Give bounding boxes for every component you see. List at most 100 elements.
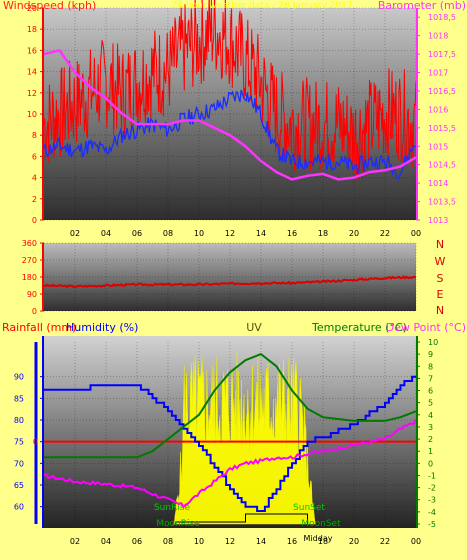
dewpoint-line [43,418,417,509]
bottom-x-tick-label: 06 [132,537,142,546]
wind-direction-line [43,275,417,289]
direction-tick-label: 270 [22,256,37,265]
windspeed-average-line [43,89,417,181]
windspeed-tick-label: 14 [27,68,37,77]
temperature-tick-label: -1 [428,471,436,480]
windspeed-x-tick-label: 02 [70,229,80,238]
compass-n-top: N [436,238,444,251]
chart-marks [43,0,417,525]
direction-tick-label: 0 [32,307,37,316]
windspeed-axis-label: Windspeed (kph) [3,0,96,12]
barometer-tick-label: 1018,5 [428,13,456,22]
windspeed-x-tick-label: 04 [101,229,111,238]
temperature-tick-label: -2 [428,484,436,493]
bottom-x-tick-label: 22 [380,537,390,546]
windspeed-x-tick-label: 00 [411,229,421,238]
rainfall-zero-label: 0 [33,438,38,447]
chart-title: 24 hour weather data - 28 January 2017 [172,1,353,11]
barometer-axis-label: Barometer (mb) [378,0,466,12]
barometer-line [43,49,417,181]
barometer-tick-label: 1015,5 [428,124,456,133]
direction-tick-label: 180 [22,273,37,282]
bottom-x-tick-label: 04 [101,537,111,546]
windspeed-x-tick-label: 10 [194,229,204,238]
barometer-tick-label: 1018 [428,32,448,41]
humidity-tick-label: 60 [14,503,24,512]
humidity-axis-label: Humidity (%) [66,321,138,334]
temperature-tick-label: -3 [428,496,436,505]
humidity-tick-label: 65 [14,481,24,490]
temperature-tick-label: 4 [428,411,433,420]
bottom-x-tick-label: 20 [349,537,359,546]
axes: 0246810121416182010131013,510141014,5101… [14,4,456,546]
wind-direction-plot-area [44,243,416,311]
windspeed-x-tick-label: 06 [132,229,142,238]
compass-n-bottom: N [436,304,444,317]
temperature-line [44,353,417,459]
humidity-tick-label: 85 [14,394,24,403]
bottom-x-tick-label: 14 [256,537,266,546]
moon-phase-outline [175,513,308,524]
bottom-x-tick-label: 00 [411,537,421,546]
windspeed-tick-label: 18 [27,25,37,34]
humidity-tick-label: 90 [14,373,24,382]
temperature-tick-label: 3 [428,423,433,432]
barometer-tick-label: 1014,5 [428,161,456,170]
temperature-tick-label: 10 [428,338,438,347]
humidity-tick-label: 80 [14,416,24,425]
windspeed-tick-label: 12 [27,89,37,98]
barometer-tick-label: 1013 [428,216,448,225]
bottom-x-tick-label: 10 [194,537,204,546]
bottom-x-tick-label: 16 [287,537,297,546]
temperature-tick-label: 0 [428,459,433,468]
windspeed-x-tick-label: 16 [287,229,297,238]
sunrise-label: SunRise [154,503,191,513]
compass-w: W [435,255,446,268]
windspeed-tick-label: 16 [27,46,37,55]
windspeed-tick-label: 10 [27,110,37,119]
compass-s: S [437,272,444,285]
direction-tick-label: 90 [27,290,37,299]
windspeed-tick-label: 0 [32,216,37,225]
temperature-tick-label: -4 [428,508,436,517]
temperature-tick-label: 2 [428,435,433,444]
temperature-tick-label: 5 [428,399,433,408]
windspeed-x-tick-label: 22 [380,229,390,238]
windspeed-gust-line [43,0,417,180]
bottom-x-tick-label: 08 [163,537,173,546]
compass-e: E [437,288,444,301]
windspeed-tick-label: 8 [32,131,37,140]
windspeed-x-tick-label: 14 [256,229,266,238]
windspeed-tick-label: 6 [32,152,37,161]
midday-label: Midday [304,534,333,543]
barometer-tick-label: 1017,5 [428,50,456,59]
temperature-tick-label: 9 [428,350,433,359]
barometer-tick-label: 1017 [428,69,448,78]
windspeed-x-tick-label: 08 [163,229,173,238]
rainfall-axis-label: Rainfall (mm) [2,321,76,334]
windspeed-x-tick-label: 12 [225,229,235,238]
temperature-axis-label: Temperature (°C) [311,321,407,334]
moonrise-label: MoonRise [156,519,200,529]
temperature-tick-label: 8 [428,362,433,371]
windspeed-x-tick-label: 18 [318,229,328,238]
temperature-tick-label: 6 [428,387,433,396]
bottom-x-tick-label: 02 [70,537,80,546]
temperature-tick-label: -5 [428,520,436,529]
windspeed-tick-label: 20 [27,4,37,13]
barometer-tick-label: 1016 [428,105,448,114]
bottom-x-tick-label: 12 [225,537,235,546]
bottom-x-tick-label: 18 [318,537,328,546]
barometer-tick-label: 1014 [428,179,448,188]
barometer-tick-label: 1016,5 [428,87,456,96]
dewpoint-axis-label: Dew Point (°C) [386,321,466,334]
moonset-label: MoonSet [301,519,341,529]
humidity-tick-label: 70 [14,459,24,468]
windspeed-x-tick-label: 20 [349,229,359,238]
humidity-tick-label: 75 [14,438,24,447]
temperature-tick-label: 7 [428,374,433,383]
direction-tick-label: 360 [22,239,37,248]
sunset-label: SunSet [293,503,325,513]
